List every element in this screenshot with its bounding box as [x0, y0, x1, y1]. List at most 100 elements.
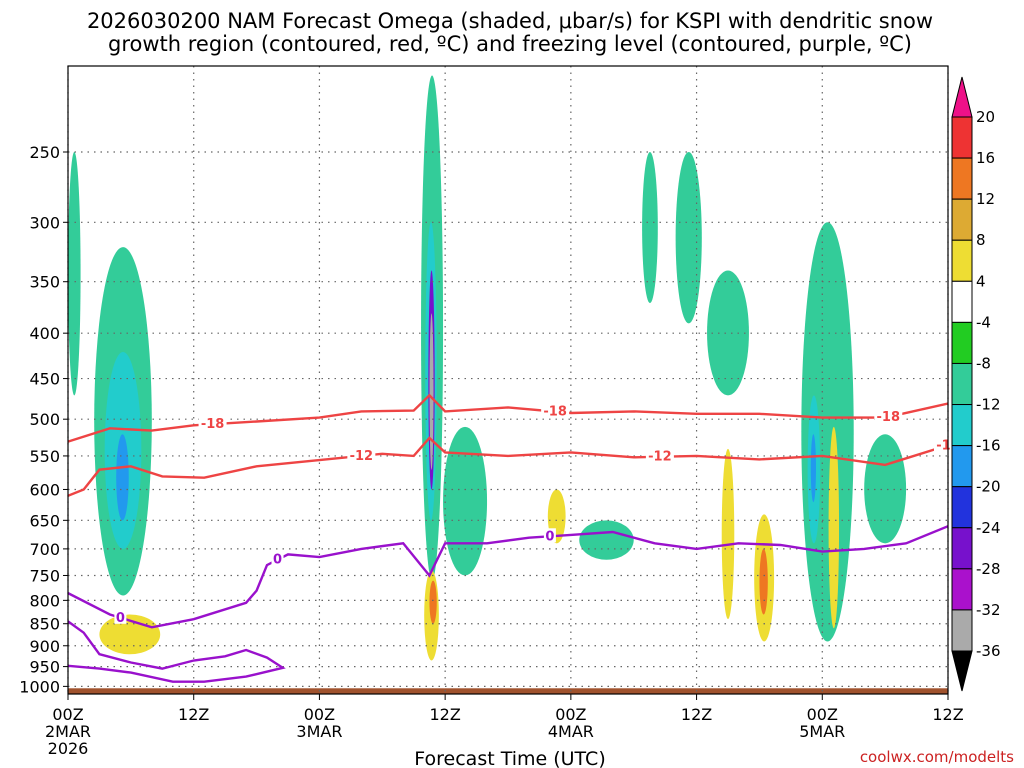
omega-region [116, 434, 129, 521]
colorbar-label: -24 [976, 519, 1001, 537]
colorbar-label: 8 [976, 231, 986, 249]
colorbar-box [951, 157, 973, 200]
contour-label-bg [645, 448, 674, 463]
colorbar-box [951, 362, 973, 406]
colorbar-label: 4 [976, 272, 986, 290]
omega-shading-layer [68, 75, 907, 661]
y-tick-label: 500 [29, 410, 60, 429]
x-tick-date: 4MAR [548, 722, 594, 741]
credit-text: coolwx.com/modelts [860, 748, 1014, 766]
x-tick-label: 00Z [555, 705, 586, 724]
contour-line [68, 393, 948, 443]
contour-label-bg [874, 408, 903, 423]
omega-region [707, 270, 749, 396]
colorbar-bottom-arrow [951, 650, 973, 692]
contour-label: 0 [545, 529, 554, 544]
y-tick-label: 250 [29, 143, 60, 162]
x-tick-label: 12Z [178, 705, 209, 724]
colorbar-box [951, 198, 973, 241]
colorbar-label: 20 [976, 108, 995, 126]
y-tick-label: 700 [29, 540, 60, 559]
colorbar-box [951, 116, 973, 159]
omega-region [721, 448, 735, 620]
omega-region [675, 152, 702, 324]
omega-region [429, 313, 434, 470]
x-tick-date: 5MAR [799, 722, 845, 741]
contour-label-bg [347, 447, 376, 462]
colorbar-label: 12 [976, 190, 995, 208]
x-tick-label: 12Z [932, 705, 963, 724]
x-tick-label: 12Z [429, 705, 460, 724]
y-tick-label: 850 [29, 615, 60, 634]
plot-frame [67, 65, 949, 695]
colorbar-box [951, 568, 973, 611]
x-tick-date: 3MAR [296, 722, 342, 741]
colorbar-label: -32 [976, 601, 1001, 619]
chart-subtitle: growth region (contoured, red, ºC) and f… [108, 32, 912, 56]
colorbar-box [951, 280, 973, 323]
y-tick-label: 950 [29, 658, 60, 677]
contour-label-bg [198, 416, 227, 431]
x-tick-label: 00Z [52, 705, 83, 724]
colorbar-label: -20 [976, 478, 1001, 496]
y-tick-label: 350 [29, 273, 60, 292]
contour-label-bg [114, 609, 127, 624]
contour-label: 0 [116, 611, 125, 626]
contour-line [68, 436, 948, 497]
omega-region [828, 426, 840, 629]
y-tick-label: 450 [29, 370, 60, 389]
y-tick-label: 800 [29, 591, 60, 610]
colorbar-box [951, 445, 973, 488]
colorbar-label: -16 [976, 437, 1001, 455]
contour-label: -12 [350, 449, 374, 464]
contour-label-bg [271, 551, 284, 566]
colorbar-box [951, 527, 973, 570]
contour-label: -18 [201, 417, 225, 432]
colorbar-box [951, 239, 973, 282]
contour-label: -18 [543, 405, 567, 420]
colorbar: 20 16 12 8 4 -4 -8 -12 -16 -20 -24 -28 -32 -36 [951, 76, 1001, 692]
omega-region [810, 434, 817, 503]
omega-region [579, 520, 634, 560]
colorbar-box [951, 404, 973, 447]
y-axis-ticks: 250 300 350 400 450 500 550 600 650 700 750 800 850 9… [19, 143, 68, 696]
contour-label-bg [543, 528, 556, 543]
colorbar-label: -4 [976, 313, 991, 331]
y-tick-label: 750 [29, 566, 60, 585]
contour-line [68, 620, 286, 683]
omega-region [68, 152, 81, 396]
omega-region [864, 434, 907, 544]
colorbar-top-arrow [951, 76, 973, 118]
x-axis-label: Forecast Time (UTC) [414, 748, 605, 768]
y-tick-label: 550 [29, 447, 60, 466]
x-tick-label: 12Z [681, 705, 712, 724]
colorbar-label: -8 [976, 354, 991, 372]
colorbar-box [951, 609, 973, 652]
colorbar-label: 16 [976, 149, 995, 167]
y-tick-label: 900 [29, 637, 60, 656]
ground-surface [68, 688, 948, 694]
chart-title: 2026030200 NAM Forecast Omega (shaded, μ… [87, 9, 933, 33]
y-tick-label: 600 [29, 480, 60, 499]
omega-region [759, 548, 768, 615]
contour-label: 0 [273, 553, 282, 568]
x-tick-label: 00Z [304, 705, 335, 724]
contour-line [68, 525, 948, 629]
omega-region [443, 426, 488, 576]
colorbar-box [951, 486, 973, 529]
colorbar-label: -28 [976, 560, 1001, 578]
y-tick-label: 300 [29, 213, 60, 232]
omega-region [642, 152, 658, 304]
colorbar-label: -12 [976, 396, 1001, 414]
y-tick-label: 650 [29, 511, 60, 530]
omega-region [429, 580, 437, 624]
contour-label: -18 [877, 410, 901, 425]
contour-label-bg [541, 403, 570, 418]
x-tick-year: 2026 [48, 739, 89, 758]
colorbar-box [951, 321, 973, 364]
y-tick-label: 1000 [19, 677, 60, 696]
y-tick-label: 400 [29, 324, 60, 343]
x-tick-date: 2MAR [45, 722, 91, 741]
